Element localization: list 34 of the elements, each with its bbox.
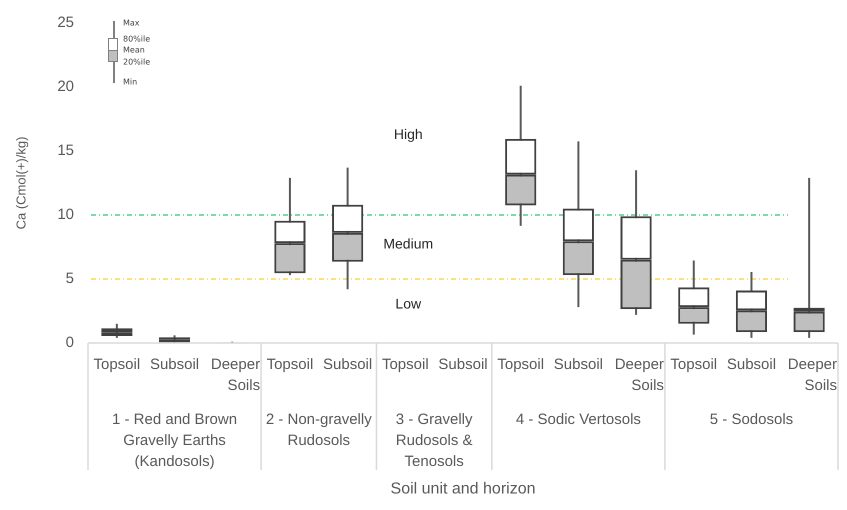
annotation: Low (395, 295, 422, 312)
x-tick-label: Subsoil (323, 356, 372, 374)
x-tick-label: Subsoil (438, 356, 488, 374)
x-tick-label: Topsoil (670, 356, 718, 374)
x-tick-label: Topsoil (93, 356, 140, 374)
x-tick-label: Subsoil (150, 356, 200, 374)
y-tick-label: 15 (57, 142, 74, 160)
annotation: 20%ile (123, 58, 150, 66)
annotation: Min (123, 78, 138, 86)
y-tick-label: 20 (57, 78, 74, 96)
y-tick-label: 10 (57, 206, 74, 224)
annotation: 80%ile (123, 34, 150, 44)
text: Soil unit and horizon (390, 480, 536, 498)
y-tick-label: 0 (66, 334, 74, 352)
annotation: Medium (383, 235, 434, 252)
x-tick-label: Topsoil (382, 356, 429, 374)
x-tick-label: Deeper Soils (210, 356, 260, 394)
x-tick-label: Topsoil (266, 356, 314, 374)
x-tick-label: Subsoil (726, 356, 776, 374)
x-tick-label: Deeper Soils (614, 356, 664, 394)
x-tick-label: Subsoil (554, 356, 603, 374)
annotation: Max (123, 18, 140, 28)
text: 5 - Sodosols (710, 411, 794, 428)
annotation: High (394, 126, 423, 142)
text: 1 - Red and Brown Gravelly Earths (Kandosols) (112, 411, 238, 470)
x-tick-label: Topsoil (497, 356, 544, 374)
text: 4 - Sodic Vertosols (516, 411, 641, 428)
y-tick-label: 25 (57, 14, 74, 32)
text: 2 - Non-gravelly Rudosols (266, 411, 372, 450)
y-tick-label: 5 (66, 270, 74, 288)
text: 3 - Gravelly Rudosols & Tenosols (396, 411, 473, 470)
y-axis-title: Ca (Cmol(+)/kg) (13, 136, 28, 230)
x-tick-label: Deeper Soils (788, 356, 837, 394)
annotation: Mean (123, 46, 145, 54)
